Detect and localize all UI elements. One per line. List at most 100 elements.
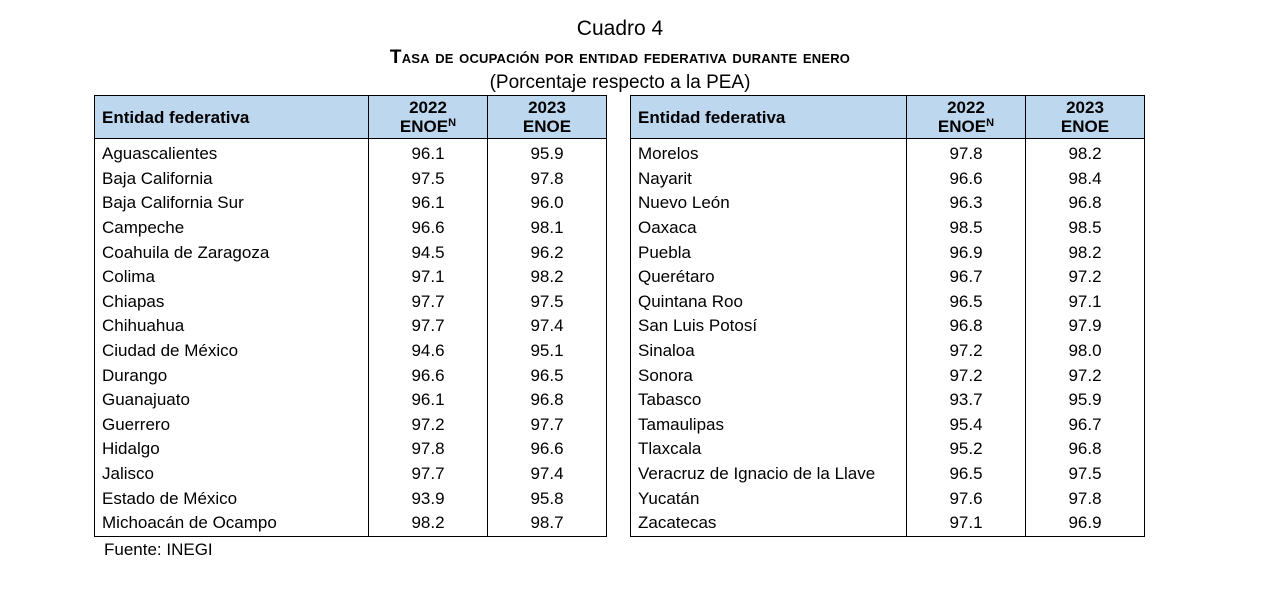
header-entity: Entidad federativa [94, 95, 369, 139]
entity-cell: Baja California Sur [102, 193, 244, 213]
table-row: Quintana Roo 96.5 97.1 [631, 289, 1145, 315]
table-row: Guanajuato 96.1 96.8 [95, 387, 607, 413]
table-row: Yucatán 97.6 97.8 [631, 486, 1145, 511]
value-2023-cell: 96.9 [1025, 510, 1145, 536]
value-2022-cell: 97.7 [368, 289, 488, 315]
entity-cell: Nuevo León [638, 193, 730, 213]
value-2022-cell: 96.9 [906, 240, 1026, 265]
value-2023-cell: 96.7 [1025, 412, 1145, 438]
value-2022-cell: 97.8 [906, 138, 1026, 167]
value-2022-cell: 96.3 [906, 191, 1026, 216]
entity-cell: Quintana Roo [638, 291, 743, 311]
right-table: Entidad federativa 2022 ENOEN 2023 ENOE … [630, 95, 1145, 537]
value-2023-cell: 95.9 [487, 138, 607, 167]
value-2022-cell: 95.2 [906, 437, 1026, 462]
header-2023-survey: ENOE [1060, 117, 1110, 136]
table-row: San Luis Potosí 96.8 97.9 [631, 314, 1145, 339]
table-row: Sonora 97.2 97.2 [631, 363, 1145, 388]
header-2023-year: 2023 [1066, 98, 1104, 117]
value-2022-cell: 94.5 [368, 240, 488, 265]
value-2023-cell: 98.2 [1025, 138, 1145, 167]
value-2023-cell: 96.2 [487, 240, 607, 265]
table-row: Chiapas 97.7 97.5 [95, 289, 607, 315]
value-2023-cell: 97.5 [487, 289, 607, 315]
value-2023-cell: 97.2 [1025, 264, 1145, 290]
entity-cell: Jalisco [102, 464, 154, 484]
value-2022-cell: 96.1 [368, 191, 488, 216]
value-2022-cell: 97.5 [368, 166, 488, 192]
header-2023-year: 2023 [528, 98, 566, 117]
header-2022-survey: ENOE [937, 117, 987, 136]
entity-cell: Ciudad de México [102, 341, 239, 361]
value-2023-cell: 97.2 [1025, 363, 1145, 388]
table-row: Hidalgo 97.8 96.6 [95, 437, 607, 462]
value-2022-cell: 97.7 [368, 314, 488, 339]
source-note: Fuente: INEGI [104, 540, 213, 559]
entity-cell: Zacatecas [638, 513, 717, 533]
entity-cell: Campeche [102, 218, 185, 238]
value-2023-cell: 98.2 [487, 264, 607, 290]
table-row: Tamaulipas 95.4 96.7 [631, 412, 1145, 438]
table-row: Jalisco 97.7 97.4 [95, 461, 607, 487]
header-2022-year: 2022 [947, 98, 985, 117]
value-2022-cell: 93.9 [368, 486, 488, 511]
value-2023-cell: 98.2 [1025, 240, 1145, 265]
value-2022-cell: 96.1 [368, 387, 488, 413]
table-row: Campeche 96.6 98.1 [95, 215, 607, 241]
value-2023-cell: 96.0 [487, 191, 607, 216]
header-2022: 2022 ENOEN [906, 95, 1026, 139]
table-row: Morelos 97.8 98.2 [631, 138, 1145, 167]
table-row: Querétaro 96.7 97.2 [631, 264, 1145, 290]
table-row: Sinaloa 97.2 98.0 [631, 338, 1145, 364]
entity-cell: Nayarit [638, 168, 692, 188]
table-row: Tabasco 93.7 95.9 [631, 387, 1145, 413]
table-row: Tlaxcala 95.2 96.8 [631, 437, 1145, 462]
entity-cell: Chihuahua [102, 316, 185, 336]
table-row: Nayarit 96.6 98.4 [631, 166, 1145, 192]
table-row: Ciudad de México 94.6 95.1 [95, 338, 607, 364]
entity-cell: San Luis Potosí [638, 316, 758, 336]
value-2023-cell: 98.0 [1025, 338, 1145, 364]
entity-cell: Guanajuato [102, 390, 190, 410]
table-caption: Cuadro 4 [576, 17, 664, 40]
value-2023-cell: 95.8 [487, 486, 607, 511]
left-table-body: Aguascalientes 96.1 95.9 Baja California 97.… [95, 138, 607, 536]
table-row: Colima 97.1 98.2 [95, 264, 607, 290]
value-2022-cell: 96.8 [906, 314, 1026, 339]
entity-cell: Veracruz de Ignacio de la Llave [638, 464, 876, 484]
table-row: Coahuila de Zaragoza 94.5 96.2 [95, 240, 607, 265]
entity-cell: Tabasco [638, 390, 702, 410]
header-2023: 2023 ENOE [487, 95, 607, 139]
value-2022-cell: 97.2 [906, 363, 1026, 388]
entity-cell: Chiapas [102, 291, 165, 311]
entity-cell: Yucatán [638, 488, 700, 508]
value-2022-cell: 97.1 [906, 510, 1026, 536]
value-2023-cell: 96.6 [487, 437, 607, 462]
entity-cell: Sinaloa [638, 341, 695, 361]
table-row: Chihuahua 97.7 97.4 [95, 314, 607, 339]
table-title: Tasa de ocupación por entidad federativa… [389, 47, 851, 68]
table-row: Veracruz de Ignacio de la Llave 96.5 97.5 [631, 461, 1145, 487]
entity-cell: Aguascalientes [102, 144, 218, 164]
value-2023-cell: 98.1 [487, 215, 607, 241]
value-2022-cell: 96.7 [906, 264, 1026, 290]
value-2023-cell: 96.8 [487, 387, 607, 413]
value-2022-cell: 97.1 [368, 264, 488, 290]
entity-cell: Tamaulipas [638, 414, 724, 434]
value-2022-cell: 98.2 [368, 510, 488, 536]
header-2023: 2023 ENOE [1025, 95, 1145, 139]
value-2023-cell: 95.1 [487, 338, 607, 364]
entity-cell: Morelos [638, 144, 699, 164]
header-row: Entidad federativa 2022 ENOEN 2023 ENOE [630, 95, 1145, 139]
table-row: Aguascalientes 96.1 95.9 [95, 138, 607, 167]
value-2022-cell: 96.6 [906, 166, 1026, 192]
entity-cell: Hidalgo [102, 439, 160, 459]
value-2022-cell: 96.5 [906, 461, 1026, 487]
value-2022-cell: 97.6 [906, 486, 1026, 511]
value-2022-cell: 96.5 [906, 289, 1026, 315]
entity-cell: Colima [102, 267, 155, 287]
value-2023-cell: 97.8 [1025, 486, 1145, 511]
value-2022-cell: 93.7 [906, 387, 1026, 413]
header-row: Entidad federativa 2022 ENOEN 2023 ENOE [94, 95, 607, 139]
entity-cell: Baja California [102, 168, 213, 188]
